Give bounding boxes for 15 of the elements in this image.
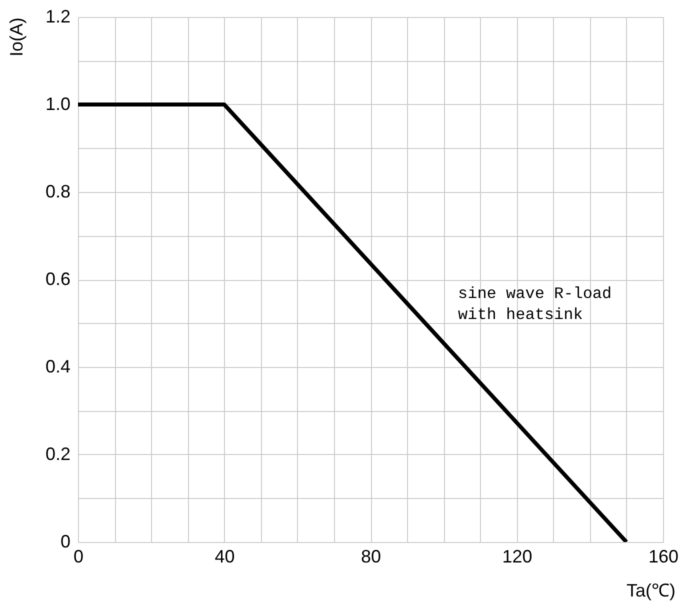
annotation: sine wave R-load with heatsink [458,285,612,324]
y-tick-label: 1.2 [45,6,70,26]
x-tick-label: 120 [502,546,532,566]
y-tick-label: 0.4 [45,356,70,376]
y-tick-label: 0.6 [45,269,70,289]
y-tick-label: 0 [60,532,70,552]
y-tick-label: 0.2 [45,444,70,464]
y-tick-label: 0.8 [45,182,70,202]
x-tick-label: 80 [360,546,382,566]
x-tick-label: 160 [648,546,679,566]
x-tick-label: 0 [73,546,84,566]
y-axis-title: Io(A) [6,18,26,57]
x-tick-label: 40 [214,546,235,566]
y-tick-label: 1.0 [45,94,70,114]
x-axis-title: Ta(℃) [626,580,676,600]
